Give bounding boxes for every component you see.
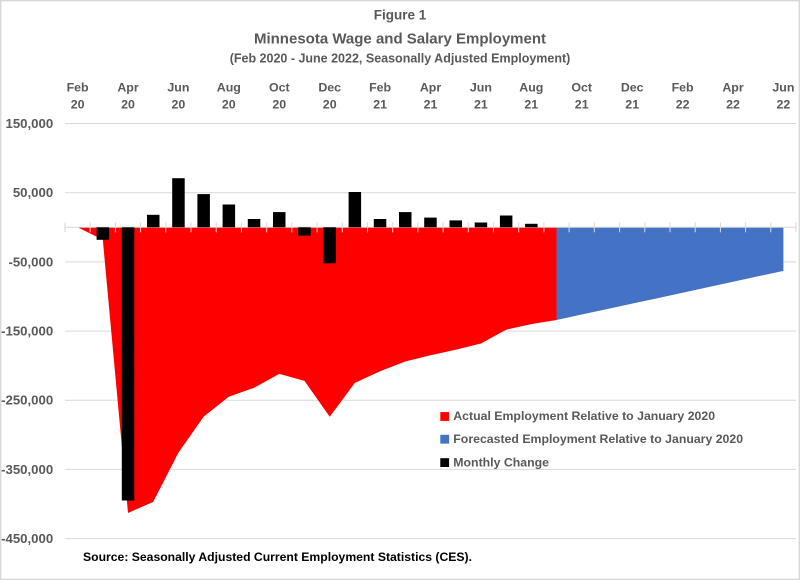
svg-text:22: 22	[676, 98, 690, 112]
svg-text:22: 22	[726, 98, 740, 112]
svg-text:22: 22	[777, 98, 791, 112]
svg-text:Feb: Feb	[672, 81, 694, 95]
svg-text:21: 21	[575, 98, 589, 112]
svg-text:Dec: Dec	[621, 81, 644, 95]
svg-text:21: 21	[373, 98, 387, 112]
svg-text:-150,000: -150,000	[1, 324, 53, 339]
svg-text:Apr: Apr	[420, 81, 442, 95]
svg-text:21: 21	[474, 98, 488, 112]
svg-text:-50,000: -50,000	[8, 254, 53, 269]
svg-text:20: 20	[121, 98, 135, 112]
svg-text:Apr: Apr	[117, 81, 139, 95]
svg-text:Apr: Apr	[722, 81, 744, 95]
svg-text:20: 20	[272, 98, 286, 112]
svg-text:20: 20	[71, 98, 85, 112]
svg-text:20: 20	[172, 98, 186, 112]
svg-text:-250,000: -250,000	[1, 393, 53, 408]
svg-text:(Feb 2020 - June 2022, Seasona: (Feb 2020 - June 2022, Seasonally Adjust…	[230, 52, 571, 66]
svg-text:Oct: Oct	[269, 81, 290, 95]
svg-text:Actual Employment Relative to: Actual Employment Relative to January 20…	[453, 409, 715, 423]
svg-text:Aug: Aug	[519, 81, 543, 95]
svg-text:21: 21	[424, 98, 438, 112]
svg-text:20: 20	[323, 98, 337, 112]
svg-text:50,000: 50,000	[13, 185, 53, 200]
svg-text:Forecasted Employment Relative: Forecasted Employment Relative to Januar…	[453, 432, 743, 446]
svg-text:20: 20	[222, 98, 236, 112]
svg-text:21: 21	[524, 98, 538, 112]
svg-text:-450,000: -450,000	[1, 531, 53, 546]
svg-text:Source: Seasonally Adjusted Cu: Source: Seasonally Adjusted Current Empl…	[83, 550, 472, 564]
svg-text:Oct: Oct	[571, 81, 592, 95]
svg-text:Monthly Change: Monthly Change	[453, 455, 549, 469]
svg-text:Feb: Feb	[369, 81, 391, 95]
svg-text:Jun: Jun	[167, 81, 189, 95]
svg-text:Jun: Jun	[772, 81, 794, 95]
svg-text:Minnesota Wage and Salary Empl: Minnesota Wage and Salary Employment	[254, 31, 546, 48]
svg-text:21: 21	[625, 98, 639, 112]
svg-text:Figure 1: Figure 1	[374, 8, 427, 23]
svg-text:-350,000: -350,000	[1, 462, 53, 477]
svg-text:Jun: Jun	[470, 81, 492, 95]
svg-text:Aug: Aug	[217, 81, 241, 95]
svg-text:Feb: Feb	[67, 81, 89, 95]
svg-text:150,000: 150,000	[6, 116, 54, 131]
svg-text:Dec: Dec	[318, 81, 341, 95]
